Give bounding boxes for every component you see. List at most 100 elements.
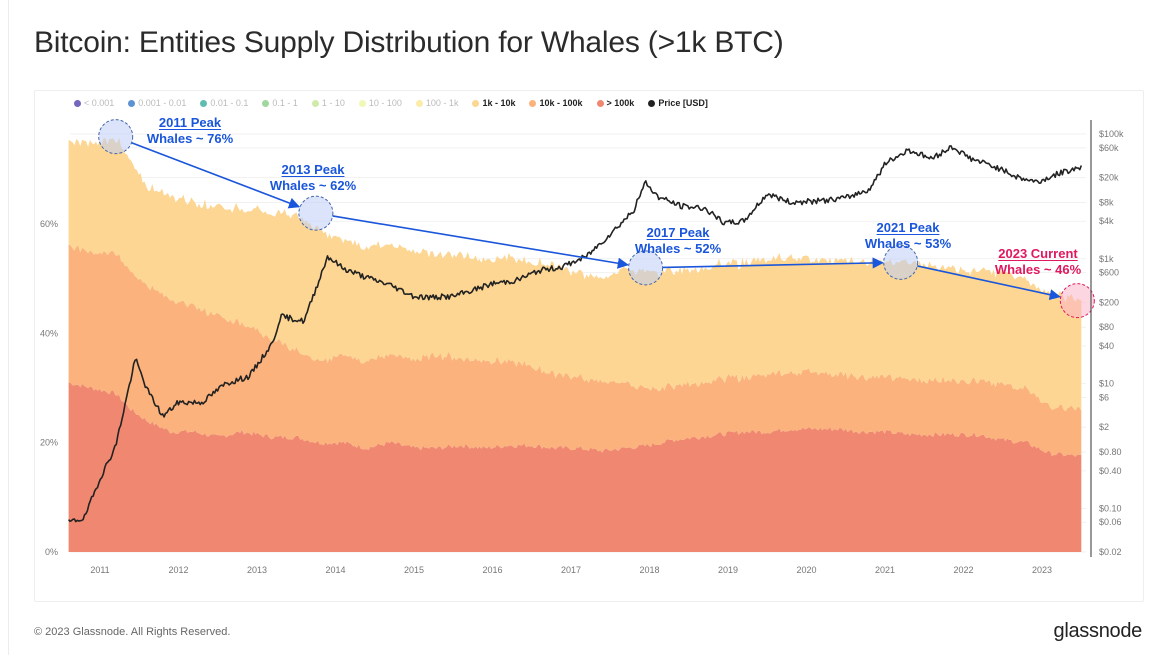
page-left-rule <box>8 0 9 655</box>
legend-item[interactable]: 10k - 100k <box>529 98 583 108</box>
annotation-value: Whales ~ 52% <box>634 241 722 256</box>
annotation-shapes <box>98 119 1095 319</box>
y-right-tick-label: $1k <box>1099 254 1114 264</box>
y-right-tick-label: $0.02 <box>1099 547 1122 557</box>
legend-label: 10 - 100 <box>368 98 402 108</box>
annotation-label-peak-2011: 2011 Peak Whales ~ 76% <box>130 115 250 147</box>
legend-item[interactable]: < 0.001 <box>74 98 114 108</box>
legend-item[interactable]: > 100k <box>596 98 635 108</box>
annotation-title: 2013 Peak <box>281 162 345 177</box>
annotation-arrow <box>662 257 884 269</box>
annotation-value: Whales ~ 76% <box>146 131 234 146</box>
legend-label: 0.001 - 0.01 <box>138 98 187 108</box>
x-axis: 2011 2012 2013 2014 2015 2016 2017 2018 2019 2020… <box>90 565 1052 575</box>
legend-item[interactable]: 0.01 - 0.1 <box>200 98 248 108</box>
y-right-tick-label: $0.40 <box>1099 466 1122 476</box>
annotation-title: 2011 Peak <box>158 115 222 130</box>
annotation-title: 2021 Peak <box>876 220 940 235</box>
y-right-tick-label: $20k <box>1099 173 1119 183</box>
legend-item[interactable]: 1 - 10 <box>311 98 345 108</box>
legend-dot-icon <box>128 99 136 107</box>
x-tick-label: 2013 <box>247 565 267 575</box>
legend-label: 1k - 10k <box>482 98 516 108</box>
x-tick-label: 2016 <box>482 565 502 575</box>
legend-item[interactable]: Price [USD] <box>648 98 708 108</box>
annotation-value: Whales ~ 62% <box>269 178 357 193</box>
x-tick-label: 2017 <box>561 565 581 575</box>
y-axis-left: 0% 20% 40% 60% <box>40 219 58 557</box>
legend-item[interactable]: 100 - 1k <box>415 98 459 108</box>
annotation-title: 2017 Peak <box>646 225 710 240</box>
legend-item[interactable]: 1k - 10k <box>472 98 515 108</box>
x-tick-label: 2018 <box>639 565 659 575</box>
y-right-tick-label: $200 <box>1099 297 1119 307</box>
annotation-circle-peak-2017 <box>628 250 664 286</box>
y-right-tick-label: $6 <box>1099 392 1109 402</box>
legend-dot-icon <box>596 99 604 107</box>
x-tick-label: 2011 <box>90 565 109 575</box>
annotation-label-peak-2013: 2013 Peak Whales ~ 62% <box>253 162 373 194</box>
annotation-label-peak-2021: 2021 Peak Whales ~ 53% <box>848 220 968 252</box>
legend-label: Price [USD] <box>658 98 708 108</box>
glassnode-logo: glassnode <box>1053 620 1143 642</box>
y-right-tick-label: $4k <box>1099 216 1114 226</box>
y-right-tick-label: $60k <box>1099 143 1119 153</box>
legend-item[interactable]: 10 - 100 <box>358 98 402 108</box>
legend: < 0.001 0.001 - 0.01 0.01 - 0.1 0.1 - 1 1 - … <box>74 98 708 108</box>
x-tick-label: 2023 <box>1032 565 1052 575</box>
y-left-tick-label: 60% <box>40 219 58 229</box>
annotation-arrow <box>131 141 301 209</box>
legend-label: 10k - 100k <box>539 98 583 108</box>
x-tick-label: 2022 <box>953 565 973 575</box>
x-tick-label: 2012 <box>168 565 188 575</box>
legend-dot-icon <box>529 99 537 107</box>
annotation-circle-peak-2021 <box>883 244 919 280</box>
legend-label: 0.1 - 1 <box>272 98 298 108</box>
stacked-areas <box>68 137 1082 552</box>
footer-copyright: © 2023 Glassnode. All Rights Reserved. <box>34 626 231 638</box>
legend-item[interactable]: 0.001 - 0.01 <box>128 98 186 108</box>
y-axis-right: $100k $60k $20k $8k $4k $1k $600 $200 $80 $40 $10 $… <box>1090 120 1124 557</box>
annotation-circle-peak-2011 <box>98 119 134 155</box>
legend-label: 1 - 10 <box>321 98 345 108</box>
price-line <box>67 145 1083 523</box>
legend-dot-icon <box>74 99 81 107</box>
y-right-tick-label: $80 <box>1099 322 1114 332</box>
y-right-tick-label: $600 <box>1099 268 1119 278</box>
price-line-group <box>67 145 1083 523</box>
y-right-tick-label: $2 <box>1099 422 1109 432</box>
x-tick-label: 2015 <box>404 565 424 575</box>
area-10k-100k <box>68 244 1082 457</box>
area-100k <box>68 382 1082 552</box>
legend-dot-icon <box>358 99 366 107</box>
y-left-tick-label: 40% <box>40 328 58 338</box>
annotation-label-current-2023: 2023 Current Whales ~ 46% <box>978 246 1098 278</box>
legend-item[interactable]: 0.1 - 1 <box>262 98 298 108</box>
annotation-arrow <box>332 215 629 269</box>
annotation-circle-current-2023 <box>1059 283 1095 319</box>
y-left-tick-label: 20% <box>40 438 58 448</box>
y-right-tick-label: $0.10 <box>1099 503 1122 513</box>
legend-label: 0.01 - 0.1 <box>210 98 249 108</box>
y-left-tick-label: 0% <box>45 547 58 557</box>
x-tick-label: 2014 <box>325 565 345 575</box>
legend-label: > 100k <box>606 98 635 108</box>
y-right-tick-label: $10 <box>1099 379 1114 389</box>
y-right-tick-label: $40 <box>1099 341 1114 351</box>
x-tick-label: 2021 <box>875 565 895 575</box>
legend-dot-icon <box>311 99 319 107</box>
annotation-value: Whales ~ 53% <box>864 236 952 251</box>
legend-label: < 0.001 <box>84 98 115 108</box>
annotation-value: Whales ~ 46% <box>994 262 1082 277</box>
y-right-tick-label: $0.80 <box>1099 447 1122 457</box>
annotation-arrow <box>917 265 1061 301</box>
legend-dot-icon <box>472 99 480 107</box>
y-right-tick-label: $100k <box>1099 129 1124 139</box>
legend-dot-icon <box>262 99 270 107</box>
page-title: Bitcoin: Entities Supply Distribution fo… <box>34 26 784 59</box>
legend-dot-icon <box>200 99 208 107</box>
legend-label: 100 - 1k <box>425 98 459 108</box>
annotation-circle-peak-2013 <box>298 195 334 231</box>
y-right-tick-label: $0.06 <box>1099 517 1122 527</box>
